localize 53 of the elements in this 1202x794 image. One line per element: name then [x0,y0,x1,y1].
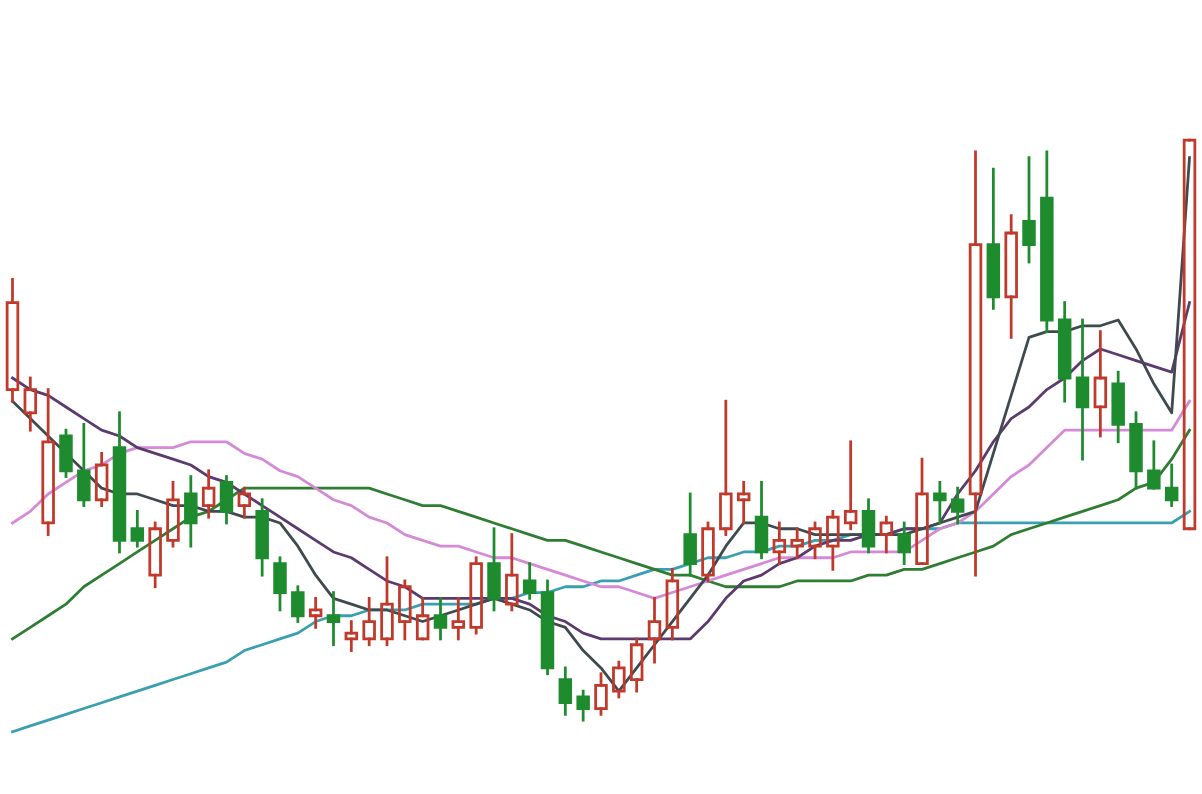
candlestick [558,666,573,716]
candlestick [130,509,145,548]
candlestick [219,475,234,525]
candlestick [255,498,269,577]
candlestick [451,596,466,641]
candlestick [879,515,894,554]
candlestick [291,585,305,623]
candlestick [362,596,376,647]
candlestick [1093,330,1108,438]
candlestick [1111,370,1125,444]
candlestick [237,486,252,519]
candlestick [540,579,555,676]
candlestick [398,579,412,641]
candlestick [772,521,787,565]
candlestick [505,533,519,612]
candlestick [897,521,911,565]
candlestick [986,167,1001,310]
candlestick [754,480,769,560]
candlestick [308,596,323,629]
candlestick [1164,463,1179,507]
candlestick [1057,301,1072,403]
candlestick [790,527,804,560]
candlestick [933,480,947,525]
candlestick [683,492,697,577]
candlestick [1075,318,1090,461]
candlestick [344,620,359,652]
candlestick [950,486,965,525]
candlestick [112,411,127,554]
candlestick [968,150,983,577]
candlestick [576,689,590,722]
candlestick [433,596,448,641]
candlestick [148,521,162,589]
candlestick [861,498,876,554]
candlestick [77,422,91,507]
candlestick [826,509,840,571]
candlestick [94,451,109,507]
candlestick [201,469,216,519]
candlestick [522,562,537,600]
candlestick [843,440,858,531]
candlestick [647,596,662,664]
candlestick [612,660,626,699]
candlestick [1040,150,1054,333]
candlestick [719,399,733,536]
candlestick [736,480,751,525]
candlestick [665,567,680,641]
candlestick [5,278,20,403]
candlestick [41,388,55,536]
candlestick [23,376,38,432]
candlestick [629,637,644,693]
candlestick [184,475,198,548]
candlestick [469,556,483,635]
candlestick [326,591,341,647]
candlestick [1004,214,1018,339]
